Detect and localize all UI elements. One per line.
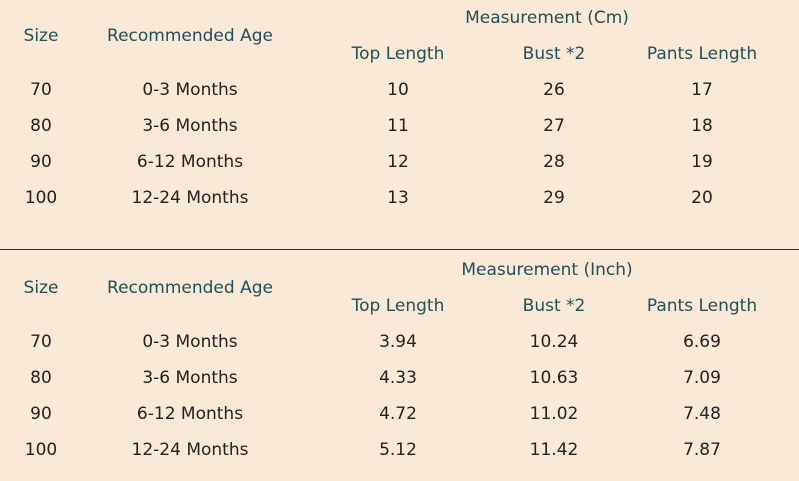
cell: 7.87	[683, 440, 721, 460]
cell: 4.72	[379, 404, 417, 424]
cell: 17	[691, 80, 713, 100]
cell: 26	[543, 80, 565, 100]
cell: 7.48	[683, 404, 721, 424]
cell: 28	[543, 152, 565, 172]
age-header: Recommended Age	[107, 26, 273, 46]
cell: 11.42	[529, 440, 579, 460]
cell: 3-6 Months	[142, 116, 238, 136]
cell: 12	[387, 152, 409, 172]
cell: 3-6 Months	[142, 368, 238, 388]
cell: 90	[30, 404, 52, 424]
cell: 70	[30, 80, 52, 100]
size-header: Size	[23, 26, 59, 46]
cell: 90	[30, 152, 52, 172]
column-header: Bust *2	[522, 44, 586, 64]
cell: 12-24 Months	[131, 188, 249, 208]
cell: 100	[24, 188, 58, 208]
column-header: Top Length	[351, 296, 445, 316]
cell: 80	[30, 368, 52, 388]
cell: 10.24	[529, 332, 579, 352]
cell: 12-24 Months	[131, 440, 249, 460]
group-header: Measurement (Inch)	[461, 260, 633, 280]
divider	[0, 249, 799, 250]
cell: 6-12 Months	[136, 404, 244, 424]
size-header: Size	[23, 278, 59, 298]
cell: 5.12	[379, 440, 417, 460]
cell: 7.09	[683, 368, 721, 388]
cell: 27	[543, 116, 565, 136]
cell: 4.33	[379, 368, 417, 388]
cell: 29	[543, 188, 565, 208]
cell: 100	[24, 440, 58, 460]
cell: 13	[387, 188, 409, 208]
column-header: Top Length	[351, 44, 445, 64]
cell: 80	[30, 116, 52, 136]
cell: 11	[387, 116, 409, 136]
cell: 19	[691, 152, 713, 172]
cell: 6.69	[683, 332, 721, 352]
column-header: Pants Length	[646, 44, 758, 64]
cell: 10	[387, 80, 409, 100]
cell: 0-3 Months	[142, 80, 238, 100]
cell: 20	[691, 188, 713, 208]
cell: 10.63	[529, 368, 579, 388]
age-header: Recommended Age	[107, 278, 273, 298]
group-header: Measurement (Cm)	[465, 8, 629, 28]
cell: 11.02	[529, 404, 579, 424]
cell: 0-3 Months	[142, 332, 238, 352]
cell: 70	[30, 332, 52, 352]
cell: 3.94	[379, 332, 417, 352]
column-header: Bust *2	[522, 296, 586, 316]
cell: 6-12 Months	[136, 152, 244, 172]
cell: 18	[691, 116, 713, 136]
column-header: Pants Length	[646, 296, 758, 316]
